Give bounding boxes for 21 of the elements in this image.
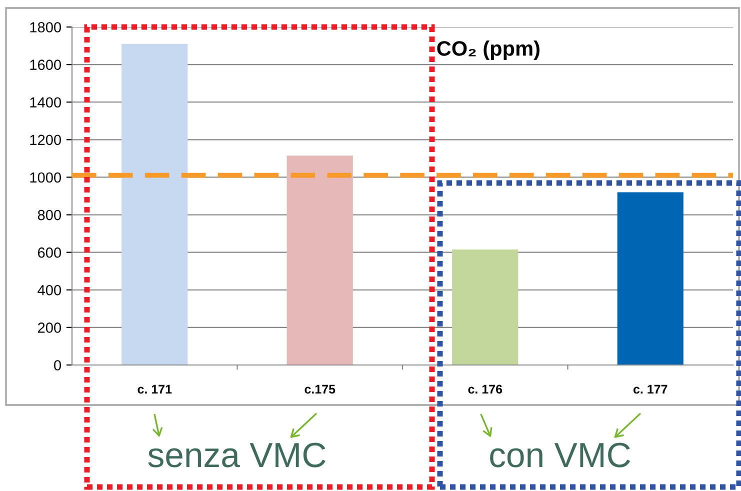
bar xyxy=(122,44,188,365)
x-tick-label: c. 176 xyxy=(468,384,502,394)
y-tick-label: 1400 xyxy=(30,97,62,108)
y-tick-label: 400 xyxy=(38,284,62,296)
y-tick-label: 1800 xyxy=(30,22,62,32)
text: CO₂ (ppm) xyxy=(437,40,540,60)
y-tick-label: 1200 xyxy=(30,134,62,146)
text: senza VMC xyxy=(148,442,326,468)
y-tick-label: 200 xyxy=(38,322,62,333)
text: con VMC xyxy=(490,442,630,468)
y-tick-label: 0 xyxy=(54,360,62,370)
y-tick-label: 800 xyxy=(38,210,62,220)
bar xyxy=(452,250,518,365)
x-tick-label: c.175 xyxy=(304,384,336,394)
x-tick-label: c. 171 xyxy=(138,384,172,394)
bar xyxy=(286,156,353,365)
y-tick-label: 600 xyxy=(38,247,62,258)
bar xyxy=(617,192,684,365)
y-tick-label: 1600 xyxy=(30,60,62,70)
x-tick-label: c. 177 xyxy=(633,384,668,394)
y-tick-label: 1000 xyxy=(30,172,62,183)
